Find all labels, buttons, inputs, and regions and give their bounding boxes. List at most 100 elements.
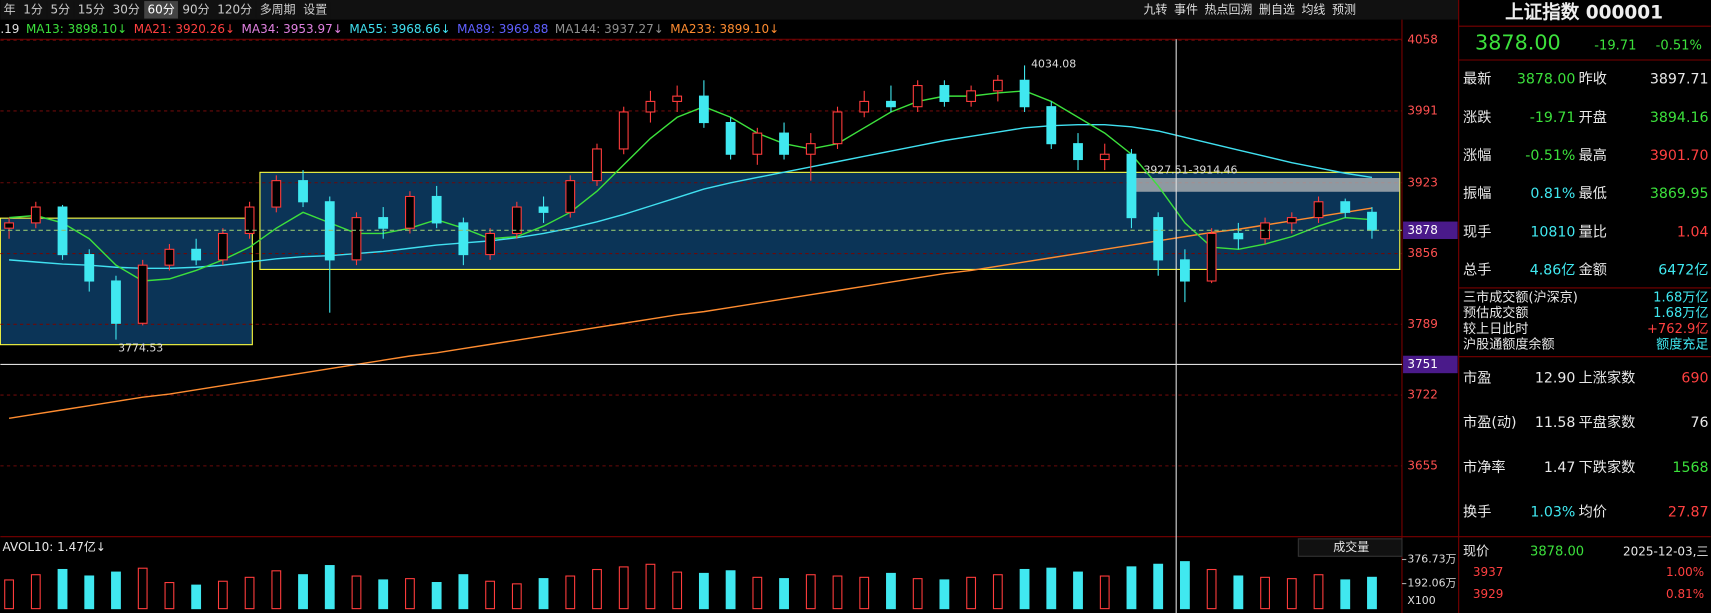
panel-value: 3897.71 — [1650, 72, 1709, 88]
candle-body — [244, 206, 255, 235]
volume-bar — [618, 566, 629, 610]
panel-value: 1.04 — [1677, 224, 1709, 240]
volume-selector[interactable]: 成交量 — [1333, 539, 1369, 554]
panel-separators — [1458, 25, 1711, 538]
volume-bar — [1233, 575, 1244, 610]
high-label: 4034.08 — [1031, 57, 1076, 70]
period-tab-bg — [47, 1, 74, 19]
candle-body — [859, 100, 870, 113]
period-tab[interactable]: 15分 — [78, 2, 105, 16]
panel-label: 涨跌 — [1463, 110, 1491, 126]
candle-body — [217, 232, 228, 261]
panel-label: 昨收 — [1579, 72, 1607, 88]
candle-body — [779, 132, 789, 155]
volume-bar — [1073, 571, 1083, 610]
candle-body — [111, 280, 121, 324]
volume-bar — [84, 575, 95, 610]
candle-body — [1340, 201, 1351, 213]
candle-body — [164, 248, 175, 266]
period-tab[interactable]: 1分 — [23, 2, 43, 16]
candle-body — [485, 232, 496, 256]
selector-box[interactable] — [1297, 538, 1403, 557]
candle-body — [1073, 143, 1083, 161]
period-tab[interactable]: 90分 — [182, 2, 209, 16]
ma-legend: MA34: 3953.97↓ — [242, 22, 343, 36]
candle-body — [1046, 106, 1057, 145]
volume-bar — [672, 571, 683, 610]
candle-body — [298, 180, 308, 203]
price-tag-bg — [1403, 355, 1458, 374]
volume-bar — [431, 582, 442, 610]
candle-body — [351, 217, 362, 261]
panel-label: 均价 — [1579, 505, 1607, 521]
volume-bar — [939, 579, 950, 610]
volume-bar — [1206, 568, 1217, 610]
panel-value: 11.58 — [1535, 415, 1576, 431]
period-tab[interactable]: 120分 — [217, 2, 252, 16]
panel-date: 2025-12-03,三 — [1623, 544, 1708, 558]
candle-body — [1019, 79, 1030, 108]
panel-value: 10810 — [1530, 224, 1575, 240]
volume-bar — [538, 578, 549, 610]
y-tick-label: 3655 — [1407, 458, 1438, 472]
period-tab[interactable]: 设置 — [303, 2, 327, 16]
panel-label: 市净率 — [1463, 459, 1505, 476]
tool-button[interactable]: 均线 — [1301, 2, 1325, 16]
candle-body — [538, 206, 549, 213]
tool-button[interactable]: 热点回溯 — [1204, 1, 1252, 16]
panel-label: 预估成交额 — [1463, 304, 1528, 321]
volume-unit: X100 — [1407, 594, 1435, 607]
tool-button[interactable]: 事件 — [1174, 2, 1198, 16]
candle-body — [618, 111, 629, 150]
panel-label: 三市成交额(沪深京) — [1463, 288, 1578, 305]
volume-bar — [405, 578, 415, 610]
panel-value: -19.71 — [1530, 110, 1576, 126]
ma-legend: MA89: 3969.88 — [457, 22, 548, 36]
tool-button[interactable]: 删自选 — [1259, 2, 1295, 16]
panel-value: 76 — [1690, 415, 1708, 431]
volume-bar — [1099, 575, 1110, 610]
volume-bar — [4, 579, 14, 610]
panel-value: 3869.95 — [1650, 186, 1709, 202]
toolbar-bg — [0, 0, 1459, 20]
volume-bar — [298, 574, 308, 610]
volume-bar — [698, 572, 709, 610]
candle-body — [752, 132, 763, 155]
volume-bar — [1153, 563, 1164, 610]
volume-bar — [458, 574, 469, 610]
ma-legend: MA233: 3899.10↓ — [670, 22, 779, 36]
candle-body — [992, 79, 1003, 92]
volume-bar — [1260, 576, 1270, 610]
candle-body — [1153, 217, 1164, 261]
candle-body — [1126, 153, 1137, 219]
panel-value: -0.51% — [1525, 148, 1575, 164]
volume-bar — [164, 582, 175, 610]
volume-bar — [966, 576, 977, 610]
tool-button[interactable]: 预测 — [1332, 2, 1356, 16]
volume-bar — [1126, 566, 1137, 610]
volume-bar — [832, 575, 843, 610]
volume-tick-label: 192.06万 — [1407, 577, 1456, 590]
candle-body — [431, 195, 442, 224]
gap-band — [1134, 177, 1400, 192]
period-tab[interactable]: 30分 — [113, 2, 140, 16]
panel-value: 12.90 — [1535, 370, 1576, 386]
candle-body — [1233, 232, 1244, 240]
low-label: 3774.53 — [118, 341, 163, 354]
period-tab[interactable]: 多周期 — [260, 2, 296, 16]
panel-label: 沪股通额度余额 — [1463, 336, 1555, 353]
candle-body — [458, 222, 469, 256]
period-tab[interactable]: 60分 — [147, 2, 174, 16]
panel-value: 3878.00 — [1530, 544, 1584, 559]
panel-label: 较上日此时 — [1463, 321, 1528, 337]
volume-bar — [886, 572, 896, 610]
panel-value: 1.68万亿 — [1653, 289, 1708, 305]
period-tab[interactable]: 年 — [4, 2, 16, 16]
period-tab[interactable]: 5分 — [50, 2, 70, 16]
volume-bar — [324, 565, 335, 610]
volume-bar — [30, 574, 41, 610]
tool-button[interactable]: 九转 — [1143, 1, 1167, 16]
candle-body — [645, 100, 656, 113]
